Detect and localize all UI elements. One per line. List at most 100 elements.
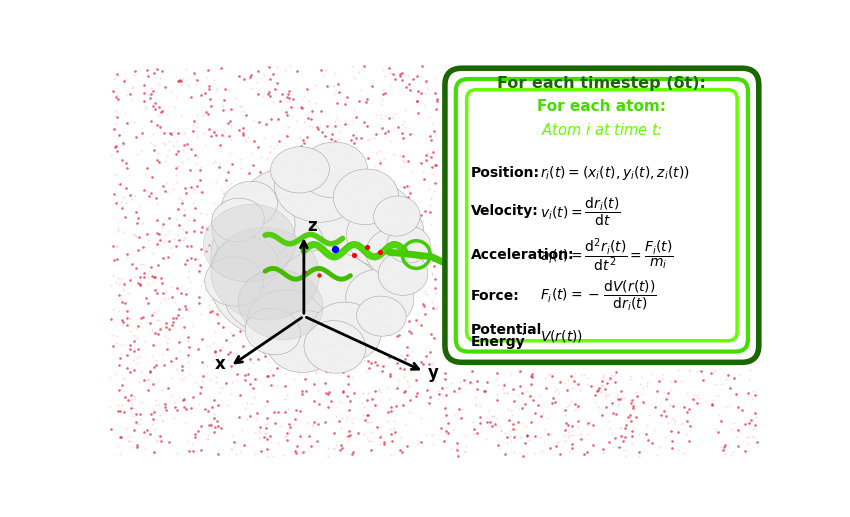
Point — [282, 420, 296, 429]
Point — [211, 219, 224, 227]
Point — [426, 148, 439, 156]
Point — [158, 83, 172, 91]
Point — [400, 383, 414, 391]
Point — [414, 159, 428, 167]
Point — [324, 159, 337, 168]
Point — [653, 443, 666, 451]
Point — [343, 433, 356, 441]
Point — [377, 191, 390, 200]
Point — [609, 410, 623, 418]
Point — [279, 432, 292, 440]
Point — [163, 129, 177, 138]
Point — [139, 294, 152, 302]
Point — [200, 223, 213, 231]
Point — [154, 323, 167, 331]
Point — [164, 129, 178, 138]
Point — [293, 407, 307, 415]
Point — [602, 417, 615, 425]
Point — [252, 428, 266, 436]
Point — [230, 370, 244, 378]
Point — [224, 347, 237, 355]
Point — [290, 442, 303, 450]
Point — [276, 177, 290, 185]
Point — [155, 223, 168, 231]
Point — [292, 347, 306, 356]
Point — [269, 171, 282, 179]
Point — [207, 414, 221, 422]
Point — [137, 375, 150, 384]
Point — [179, 188, 193, 196]
Point — [411, 272, 425, 281]
Point — [381, 227, 394, 235]
Point — [139, 105, 152, 114]
Point — [116, 321, 130, 329]
Point — [224, 348, 237, 357]
Point — [411, 389, 424, 397]
Point — [204, 102, 218, 110]
Point — [202, 421, 216, 429]
Point — [251, 67, 264, 75]
Point — [109, 199, 122, 207]
Point — [265, 331, 279, 340]
Point — [151, 149, 165, 157]
Point — [293, 337, 307, 345]
Point — [201, 110, 215, 118]
Point — [364, 187, 377, 195]
Point — [745, 425, 759, 433]
Point — [230, 348, 243, 357]
Point — [602, 438, 615, 447]
Point — [319, 379, 332, 387]
Point — [286, 95, 299, 103]
Point — [133, 410, 146, 418]
Point — [200, 435, 213, 443]
Point — [181, 353, 195, 361]
Point — [355, 448, 369, 457]
Point — [176, 225, 190, 233]
Point — [377, 234, 390, 242]
Point — [209, 86, 223, 94]
Point — [665, 444, 678, 452]
Point — [463, 378, 477, 386]
Point — [359, 98, 372, 106]
Point — [138, 74, 151, 82]
Point — [386, 214, 400, 222]
Ellipse shape — [203, 204, 296, 282]
Point — [337, 155, 350, 163]
Point — [177, 74, 190, 83]
Point — [106, 87, 120, 95]
Point — [314, 66, 327, 74]
Point — [671, 428, 684, 436]
Point — [372, 172, 386, 180]
Point — [581, 419, 594, 428]
Point — [124, 437, 138, 445]
Point — [178, 302, 192, 310]
Point — [146, 415, 160, 423]
Point — [237, 442, 251, 450]
Point — [168, 403, 182, 411]
Point — [107, 256, 121, 264]
Text: Energy: Energy — [471, 336, 525, 349]
Point — [489, 420, 502, 428]
Point — [360, 367, 373, 375]
Point — [498, 379, 512, 388]
Point — [163, 309, 177, 317]
Point — [333, 433, 347, 441]
Point — [194, 245, 207, 253]
Point — [360, 357, 374, 366]
Point — [378, 299, 392, 307]
Point — [318, 132, 332, 141]
Point — [142, 267, 156, 275]
Point — [203, 305, 217, 313]
Point — [419, 243, 433, 251]
Point — [419, 151, 433, 159]
Point — [370, 347, 383, 355]
Point — [400, 442, 414, 450]
Point — [298, 375, 312, 384]
Point — [629, 413, 643, 421]
Point — [569, 400, 582, 408]
Point — [197, 294, 211, 302]
Point — [154, 418, 167, 426]
Point — [137, 223, 150, 232]
Point — [133, 233, 146, 241]
Point — [371, 87, 384, 96]
